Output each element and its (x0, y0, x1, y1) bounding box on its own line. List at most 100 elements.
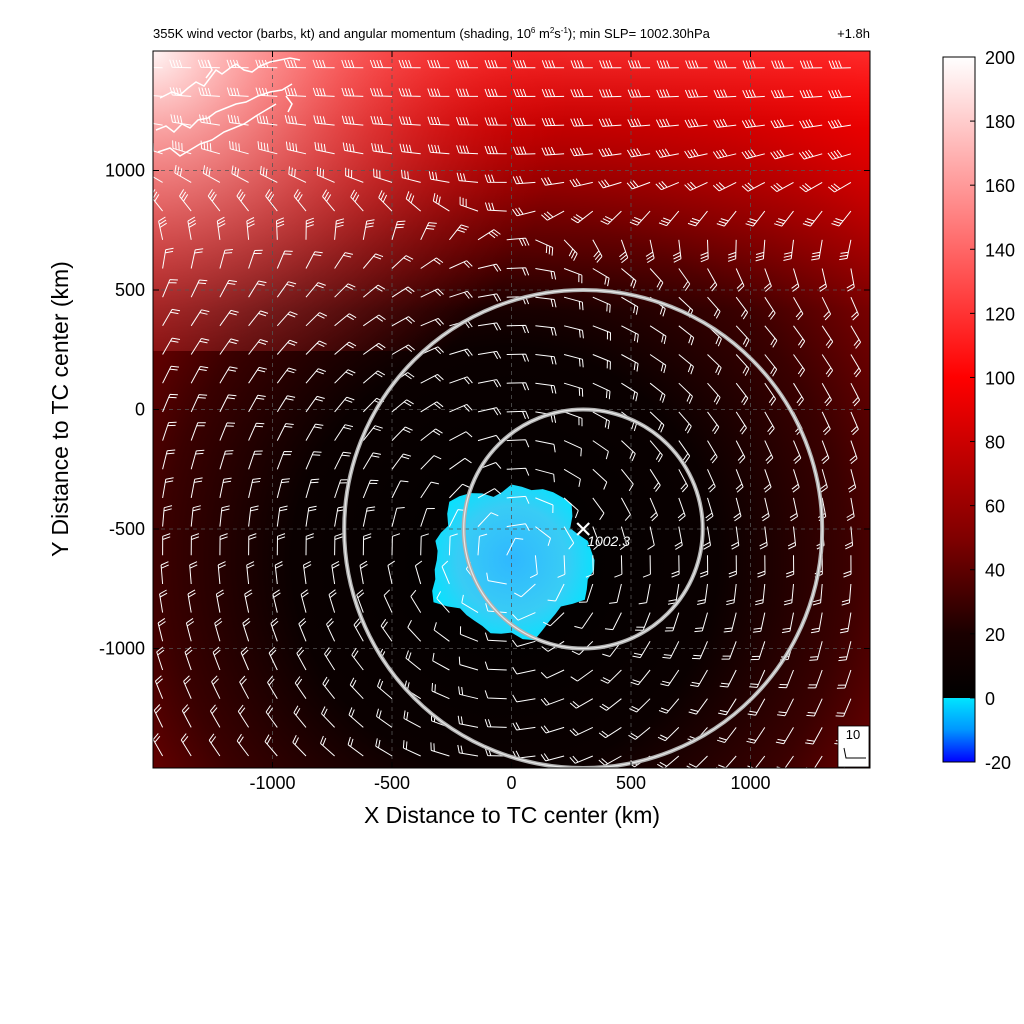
wind-barb (821, 411, 831, 436)
wind-barb (321, 706, 335, 728)
wind-barb (484, 690, 507, 700)
wind-barb (484, 174, 507, 183)
wind-barb (248, 366, 268, 384)
wind-barb (257, 141, 278, 155)
wind-barb (402, 740, 421, 757)
wind-barb (420, 481, 440, 499)
coastline-segment (157, 103, 277, 157)
wind-barb (305, 533, 314, 556)
x-tick-label: 500 (616, 773, 646, 793)
wind-barb (707, 296, 721, 319)
wind-barb (735, 354, 750, 376)
wind-barb (764, 296, 776, 320)
wind-barb (621, 440, 636, 462)
wind-barb (535, 497, 554, 514)
wind-barb (334, 424, 354, 441)
wind-barb (789, 497, 798, 522)
y-tick-label: 0 (135, 400, 145, 420)
wind-barb (157, 617, 166, 642)
wind-barb (592, 296, 611, 313)
wind-barb (274, 561, 283, 585)
wind-barb (621, 325, 639, 343)
y-axis-label: Y Distance to TC center (km) (47, 261, 73, 557)
wind-barb (598, 147, 622, 157)
wind-barb (359, 560, 368, 585)
wind-barb (405, 650, 422, 671)
wind-barb (764, 411, 775, 435)
wind-barb (694, 612, 708, 633)
wind-barb (362, 506, 376, 527)
wind-barb (656, 89, 679, 98)
y-tick-label: 500 (115, 280, 145, 300)
wind-barb (174, 165, 192, 183)
wind-barb (678, 411, 692, 434)
wind-barb (793, 354, 806, 377)
x-tick-label: 1000 (730, 773, 770, 793)
wind-barb (276, 250, 293, 269)
wind-barb (353, 618, 364, 642)
wind-barb (457, 744, 479, 757)
wind-barb (288, 166, 307, 183)
wind-barb (276, 451, 293, 470)
wind-barb (712, 149, 737, 159)
wind-barb (705, 497, 714, 522)
wind-barb (305, 395, 325, 413)
wind-barb (477, 407, 502, 416)
wind-barb (547, 583, 565, 602)
wind-barb (850, 411, 859, 436)
wind-barb (831, 210, 852, 227)
y-tick-label: -1000 (99, 639, 145, 659)
wind-barb (313, 115, 335, 126)
wind-barb (420, 257, 444, 269)
wind-barb (265, 705, 278, 728)
wind-barb (529, 555, 538, 579)
colorbar-tick-label: 60 (985, 497, 1005, 517)
wind-barb (350, 189, 364, 212)
wind-barb (449, 290, 473, 299)
wind-barb (850, 354, 862, 378)
wind-barb (334, 533, 343, 556)
wind-barb (276, 217, 285, 240)
wind-barb (398, 116, 421, 126)
wind-barb (370, 88, 393, 97)
wind-barb (441, 560, 450, 585)
wind-barb (162, 421, 177, 441)
wind-barb (420, 317, 444, 327)
wind-barb (229, 140, 249, 155)
wind-barb (159, 589, 168, 613)
wind-barb (324, 647, 336, 671)
wind-barb (828, 89, 851, 99)
wind-barb (219, 309, 239, 327)
wind-barb (506, 237, 530, 247)
wind-barb (455, 88, 479, 97)
wind-barb (407, 619, 422, 642)
wind-barb (707, 382, 721, 405)
wind-barb (649, 268, 664, 290)
wind-barb (420, 288, 444, 298)
wind-barb (621, 354, 639, 372)
wind-barb (649, 382, 666, 403)
x-tick-label: -1000 (249, 773, 295, 793)
wind-barb (387, 560, 395, 585)
wind-barb (414, 560, 423, 585)
wind-barb (799, 119, 823, 129)
wind-barb (750, 641, 766, 661)
wind-barb (403, 710, 421, 728)
wind-barb (513, 117, 536, 126)
wind-barb (783, 583, 794, 606)
wind-barb (190, 394, 208, 413)
wind-barb (334, 283, 356, 298)
wind-barb (162, 449, 176, 470)
wind-barb (747, 698, 766, 716)
wind-barb (542, 612, 565, 627)
wind-barb (362, 425, 383, 441)
wind-barb (334, 396, 355, 413)
wind-barb (189, 561, 198, 585)
wind-barb (401, 169, 421, 183)
wind-barb (226, 59, 249, 69)
wind-barb (276, 281, 297, 298)
wind-barb (540, 697, 565, 706)
x-tick-label: -500 (374, 773, 410, 793)
wind-barb (398, 59, 421, 69)
wind-barb (777, 698, 794, 717)
